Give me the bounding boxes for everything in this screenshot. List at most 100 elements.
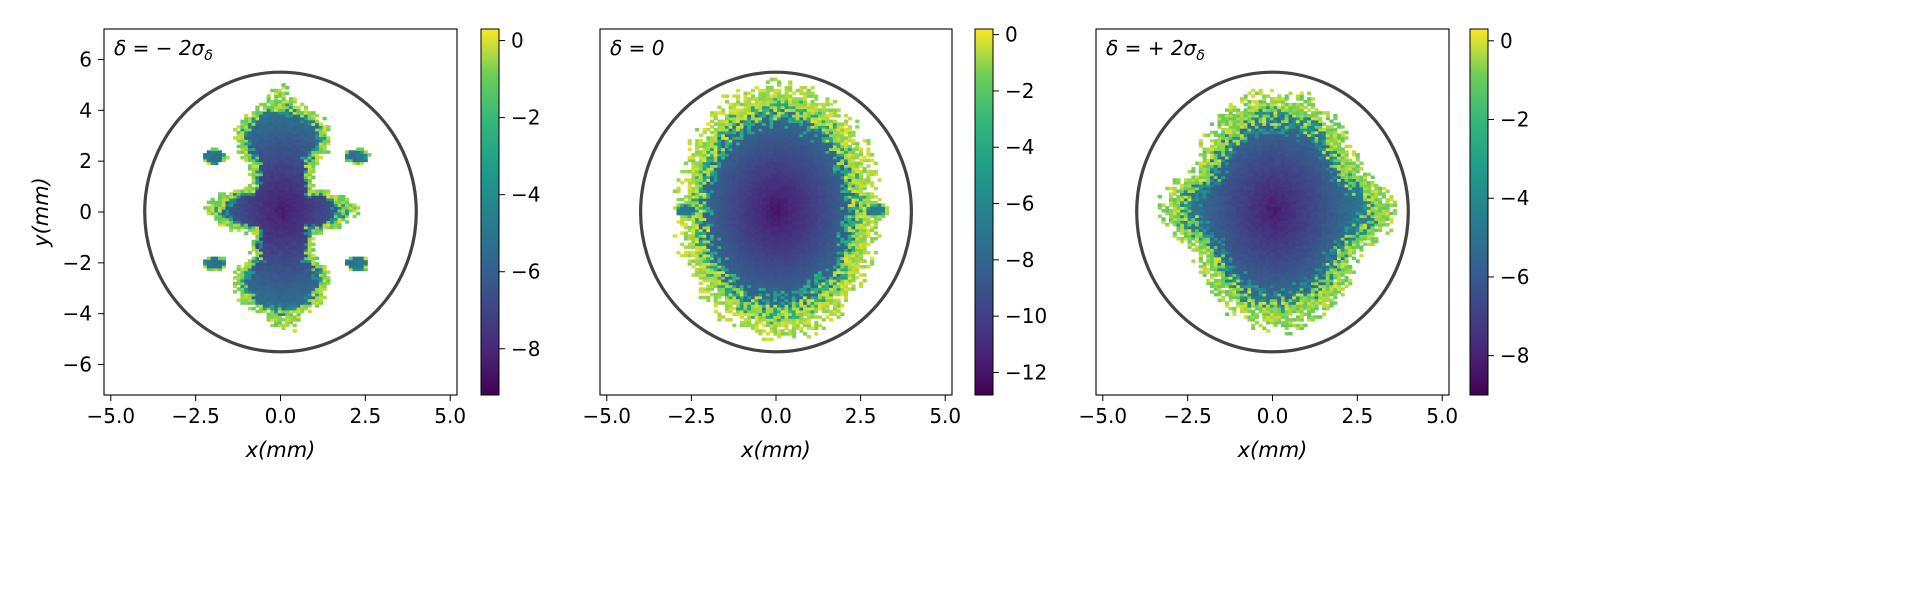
heatmap-cell — [698, 220, 703, 224]
heatmap-cell — [691, 178, 696, 182]
heatmap-cell — [724, 265, 729, 269]
heatmap-cell — [281, 323, 286, 328]
heatmap-cell — [728, 301, 733, 305]
heatmap-cell — [706, 242, 711, 247]
heatmap-cell — [300, 270, 305, 274]
heatmap-cell — [247, 189, 252, 193]
panel-title-subscript: δ — [204, 48, 213, 64]
heatmap-cell — [758, 197, 763, 202]
heatmap-cell — [695, 161, 700, 165]
heatmap-cell — [799, 141, 804, 146]
heatmap-cell — [747, 315, 752, 319]
heatmap-cell — [784, 186, 789, 191]
heatmap-cell — [315, 195, 320, 199]
heatmap-cell — [803, 192, 808, 196]
heatmap-cell — [251, 225, 256, 230]
heatmap-cell — [803, 175, 808, 179]
heatmap-cell — [713, 130, 718, 135]
heatmap-cell — [814, 147, 819, 151]
heatmap-cell — [754, 128, 759, 132]
heatmap-cell — [274, 164, 279, 168]
heatmap-cell — [784, 147, 789, 151]
heatmap-cell — [266, 262, 271, 266]
heatmap-cell — [832, 245, 837, 249]
heatmap-cell — [724, 214, 729, 219]
heatmap-cell — [777, 158, 782, 163]
heatmap-cell — [236, 125, 241, 129]
heatmap-cell — [244, 186, 249, 191]
heatmap-cell — [724, 94, 729, 98]
heatmap-cell — [777, 169, 782, 174]
heatmap-cell — [810, 114, 815, 118]
heatmap-cell — [285, 262, 290, 266]
heatmap-cell — [739, 200, 744, 205]
heatmap-cell — [680, 214, 685, 219]
heatmap-cell — [784, 253, 789, 258]
heatmap-cell — [754, 253, 759, 258]
heatmap-cell — [706, 167, 711, 171]
heatmap-cell — [803, 225, 808, 230]
heatmap-cell — [702, 265, 707, 269]
heatmap-cell — [795, 133, 800, 138]
heatmap-cell — [736, 237, 741, 241]
heatmap-cell — [266, 273, 271, 277]
heatmap-cell — [780, 259, 785, 263]
heatmap-cell — [784, 318, 789, 322]
heatmap-cell — [307, 242, 312, 247]
heatmap-cell — [821, 105, 826, 110]
heatmap-cell — [810, 108, 815, 112]
heatmap-cell — [773, 144, 778, 149]
heatmap-cell — [825, 298, 830, 302]
heatmap-cell — [777, 315, 782, 319]
heatmap-cell — [795, 320, 800, 325]
heatmap-cell — [821, 298, 826, 302]
heatmap-cell — [695, 209, 700, 213]
heatmap-cell — [683, 245, 688, 249]
heatmap-cell — [769, 248, 774, 252]
heatmap-cell — [769, 102, 774, 107]
heatmap-cell — [818, 242, 823, 247]
heatmap-cell — [706, 276, 711, 280]
heatmap-cell — [292, 172, 297, 177]
heatmap-cell — [240, 278, 245, 283]
heatmap-cell — [244, 197, 249, 202]
heatmap-cell — [303, 267, 308, 272]
heatmap-cell — [277, 119, 282, 124]
heatmap-cell — [292, 298, 297, 302]
heatmap-cell — [270, 150, 275, 154]
heatmap-cell — [210, 197, 215, 202]
heatmap-cell — [322, 125, 327, 129]
heatmap-cell — [743, 290, 748, 294]
heatmap-cell — [788, 203, 793, 207]
heatmap-cell — [315, 290, 320, 294]
heatmap-cell — [829, 259, 834, 263]
heatmap-cell — [777, 295, 782, 300]
heatmap-cell — [300, 144, 305, 149]
heatmap-cell — [825, 214, 830, 219]
heatmap-cell — [832, 309, 837, 314]
heatmap-cell — [825, 122, 830, 126]
heatmap-cell — [762, 256, 767, 261]
heatmap-cell — [262, 306, 267, 311]
heatmap-cell — [311, 144, 316, 149]
heatmap-cell — [780, 312, 785, 316]
heatmap-cell — [296, 172, 301, 177]
heatmap-cell — [806, 223, 811, 227]
heatmap-cell — [795, 251, 800, 255]
heatmap-cell — [758, 153, 763, 157]
heatmap-cell — [739, 108, 744, 112]
heatmap-cell — [806, 306, 811, 311]
heatmap-cell — [259, 144, 264, 149]
heatmap-cell — [780, 183, 785, 188]
heatmap-cell — [717, 147, 722, 151]
heatmap-cell — [791, 306, 796, 311]
heatmap-cell — [303, 248, 308, 252]
heatmap-cell — [810, 133, 815, 138]
heatmap-cell — [762, 136, 767, 140]
heatmap-cell — [356, 155, 361, 160]
heatmap-cell — [784, 181, 789, 185]
heatmap-cell — [330, 195, 335, 199]
heatmap-cell — [311, 133, 316, 137]
heatmap-cell — [825, 100, 830, 104]
heatmap-cell — [292, 150, 297, 154]
